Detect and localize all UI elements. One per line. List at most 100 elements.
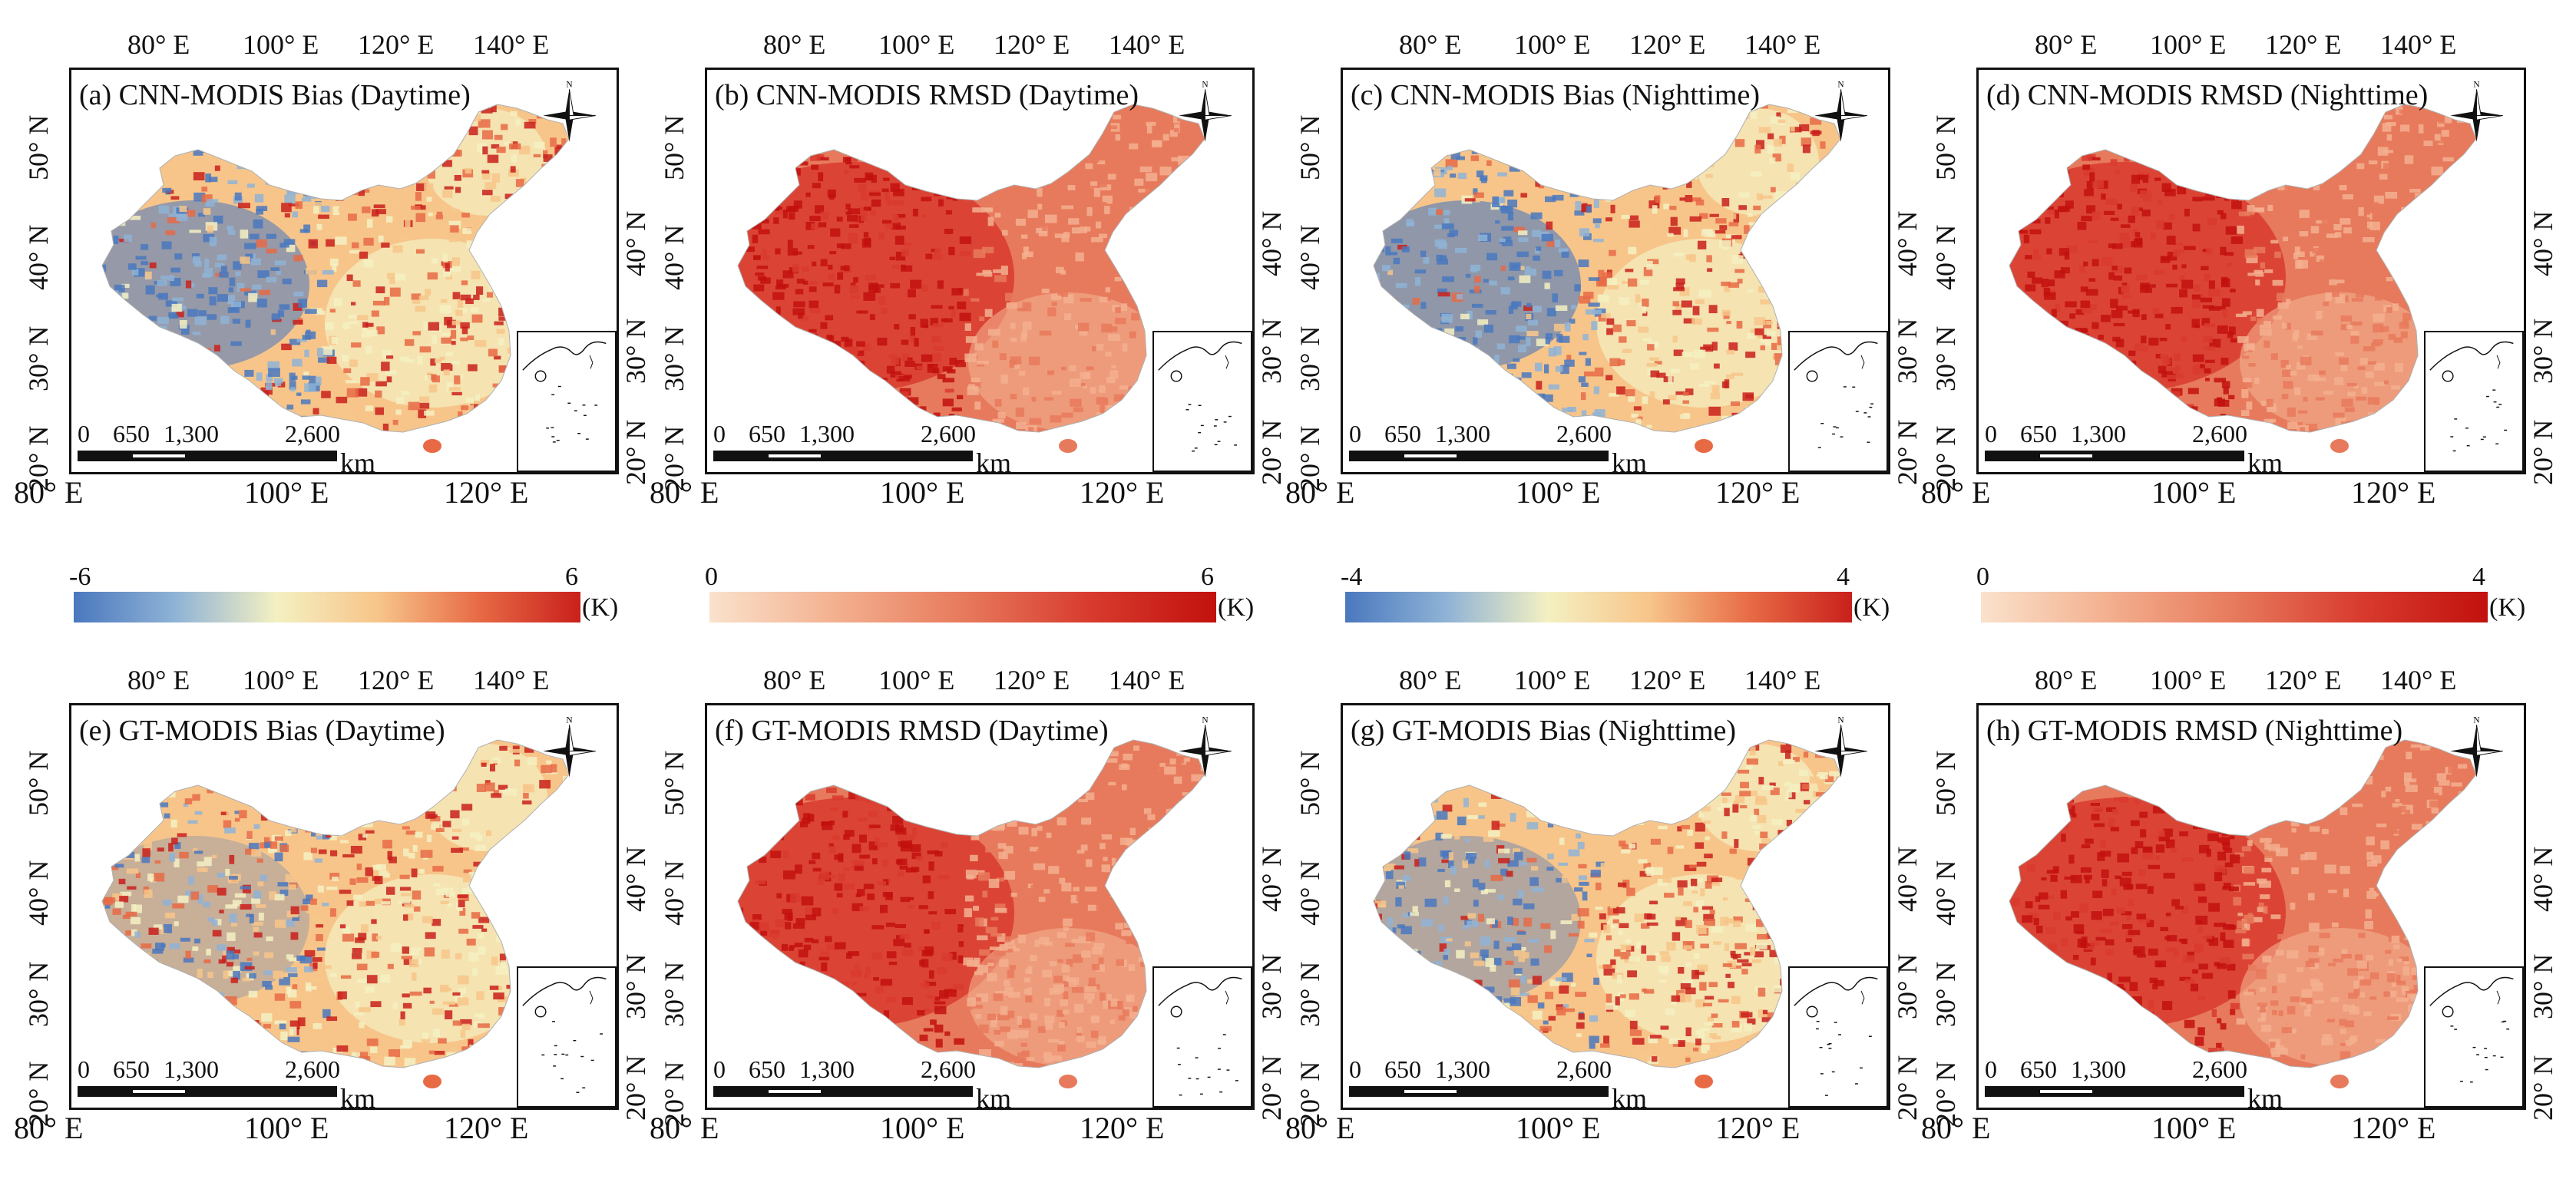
longitude-tick-top: 140° E <box>2380 665 2457 695</box>
scale-label: 1,300 <box>799 420 855 447</box>
map-panel-a: 80° E 100° E 120° E 140° E 80° E 100° E 120° E… <box>14 29 651 522</box>
north-arrow-icon: N <box>1814 80 1867 142</box>
latitude-tick-left: 30° N <box>659 961 689 1027</box>
latitude-tick-left: 30° N <box>23 961 54 1027</box>
map-panel-g: 80° E 100° E 120° E 140° E 80° E 100° E 120° E… <box>1285 665 1923 1157</box>
colorbar-unit-label: (K) <box>2489 593 2526 622</box>
latitude-tick-left: 30° N <box>659 325 689 391</box>
scale-label: 2,600 <box>2192 420 2247 447</box>
latitude-tick-right: 30° N <box>1256 953 1287 1019</box>
hainan-island <box>2330 439 2349 453</box>
longitude-tick-bottom: 80° E <box>1285 475 1355 510</box>
latitude-tick-right: 30° N <box>1892 318 1923 384</box>
china-border <box>101 104 570 433</box>
scale-label: 0 <box>1985 420 1997 447</box>
scale-label: 2,600 <box>1556 1055 1612 1083</box>
china-border <box>1373 104 1841 433</box>
colorbar-unit-label: (K) <box>582 593 619 622</box>
latitude-tick-right: 30° N <box>1892 953 1923 1019</box>
panel-title: (e) GT-MODIS Bias (Daytime) <box>79 715 445 747</box>
south-china-sea-inset <box>517 966 617 1108</box>
longitude-tick-top: 140° E <box>2380 29 2457 60</box>
scale-unit: km <box>340 447 376 474</box>
scale-label: 1,300 <box>1435 1055 1490 1083</box>
latitude-tick-left: 40° N <box>1930 224 1961 290</box>
longitude-tick-top: 100° E <box>2150 665 2227 695</box>
latitude-tick-left: 40° N <box>1295 224 1325 290</box>
north-label: N <box>2473 80 2479 89</box>
latitude-tick-left: 20° N <box>23 1061 54 1127</box>
scale-bar: 0 650 1,300 2,600 km <box>713 420 1020 472</box>
south-china-sea-inset <box>2424 966 2524 1108</box>
latitude-tick-left: 30° N <box>1295 961 1325 1027</box>
longitude-tick-bottom: 80° E <box>14 475 84 510</box>
latitude-tick-right: 30° N <box>620 953 651 1019</box>
panel-title: (b) CNN-MODIS RMSD (Daytime) <box>715 79 1139 111</box>
scale-label: 650 <box>113 420 150 447</box>
scale-label: 0 <box>1349 1055 1361 1083</box>
north-label: N <box>1837 715 1844 725</box>
longitude-tick-top: 140° E <box>1109 665 1185 695</box>
hainan-island <box>423 439 441 453</box>
china-border <box>2009 739 2477 1068</box>
longitude-tick-top: 80° E <box>127 665 190 695</box>
latitude-tick-left: 50° N <box>23 750 54 816</box>
longitude-tick-top: 80° E <box>2035 665 2098 695</box>
latitude-tick-left: 20° N <box>1930 1061 1961 1127</box>
longitude-tick-top: 120° E <box>358 29 435 60</box>
map-frame: (e) GT-MODIS Bias (Daytime) N 0 650 1,300 2,6… <box>69 703 619 1110</box>
hainan-island <box>1695 439 1713 453</box>
scale-label: 650 <box>2020 420 2057 447</box>
scale-label: 0 <box>1349 420 1361 447</box>
inset-map <box>1158 976 1242 1096</box>
south-china-sea-inset <box>1152 966 1252 1108</box>
scale-label: 1,300 <box>164 420 219 447</box>
map-panel-e: 80° E 100° E 120° E 140° E 80° E 100° E 120° E… <box>14 665 651 1157</box>
latitude-tick-left: 20° N <box>1295 425 1325 491</box>
map-frame: (b) CNN-MODIS RMSD (Daytime) N 0 650 1,300 2,… <box>705 68 1255 474</box>
latitude-tick-left: 50° N <box>1295 750 1325 816</box>
longitude-tick-bottom: 100° E <box>1516 1111 1601 1145</box>
longitude-tick-top: 100° E <box>878 665 955 695</box>
china-landmass <box>2009 104 2476 432</box>
latitude-tick-right: 30° N <box>2528 318 2558 384</box>
latitude-tick-right: 20° N <box>1892 419 1923 485</box>
lst-map <box>737 739 1205 1088</box>
latitude-tick-left: 30° N <box>23 325 54 391</box>
scale-bar-graphic <box>78 451 337 461</box>
lst-map <box>1373 104 1841 453</box>
north-arrow-icon: N <box>543 80 596 142</box>
scale-bar-graphic <box>78 1086 337 1097</box>
longitude-tick-top: 140° E <box>1744 665 1821 695</box>
scale-unit: km <box>2247 447 2283 474</box>
south-china-sea-inset <box>517 331 617 472</box>
north-label: N <box>1202 715 1208 725</box>
scale-label: 0 <box>78 420 90 447</box>
scale-bar-graphic <box>1349 1086 1609 1097</box>
colorbar-sequential <box>709 592 1216 622</box>
scale-label: 650 <box>749 1055 785 1083</box>
inset-map <box>522 976 607 1093</box>
longitude-tick-bottom: 80° E <box>1285 1111 1355 1145</box>
south-china-sea-inset <box>1788 966 1888 1108</box>
longitude-tick-bottom: 80° E <box>1921 475 1991 510</box>
map-panel-f: 80° E 100° E 120° E 140° E 80° E 100° E 120° E… <box>650 665 1287 1157</box>
longitude-tick-top: 80° E <box>1399 29 1462 60</box>
north-label: N <box>1202 80 1208 89</box>
map-frame: (a) CNN-MODIS Bias (Daytime) N 0 650 1,300 2,… <box>69 68 619 474</box>
inset-map <box>2429 341 2514 452</box>
longitude-tick-bottom: 100° E <box>1516 475 1601 510</box>
latitude-tick-right: 20° N <box>1892 1055 1923 1121</box>
scale-unit: km <box>340 1083 376 1110</box>
scale-bar-graphic <box>713 451 973 461</box>
latitude-tick-right: 40° N <box>1892 846 1923 912</box>
scale-label: 1,300 <box>2071 1055 2126 1083</box>
south-china-sea-inset <box>1152 331 1252 472</box>
latitude-tick-left: 50° N <box>1295 114 1325 180</box>
lst-map <box>101 739 570 1088</box>
latitude-tick-left: 20° N <box>659 1061 689 1127</box>
latitude-tick-left: 40° N <box>23 224 54 290</box>
latitude-tick-left: 50° N <box>1930 750 1961 816</box>
longitude-tick-top: 100° E <box>1514 29 1591 60</box>
map-frame: (h) GT-MODIS RMSD (Nighttime) N 0 650 1,300 2… <box>1976 703 2526 1110</box>
